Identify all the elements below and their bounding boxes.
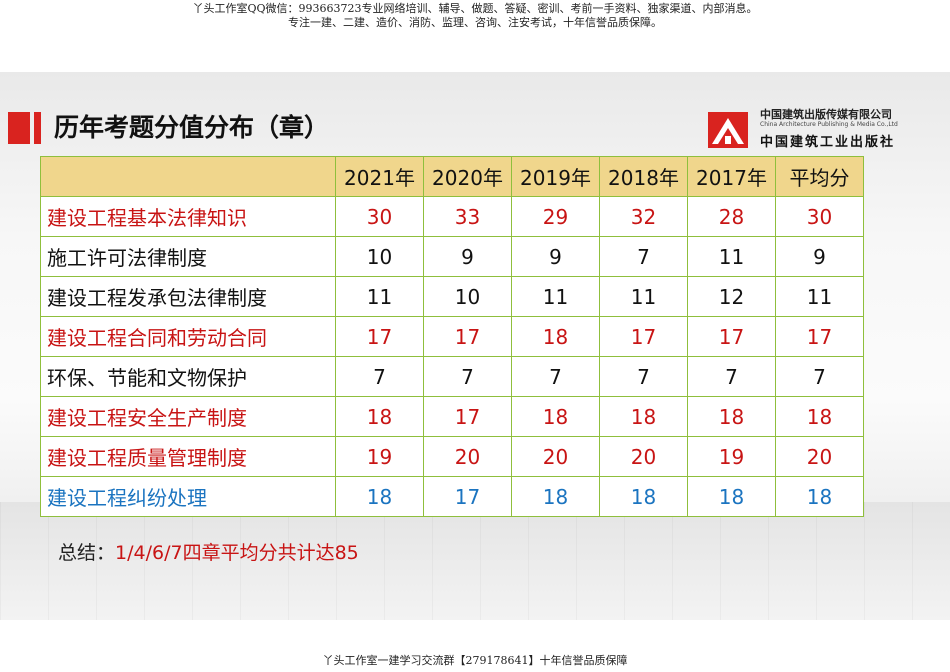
score-cell: 19: [335, 436, 424, 477]
score-cell: 7: [511, 356, 600, 397]
score-cell: 7: [599, 356, 688, 397]
score-cell: 11: [687, 236, 776, 277]
score-cell: 17: [423, 316, 512, 357]
score-cell: 18: [599, 396, 688, 437]
score-cell: 7: [423, 356, 512, 397]
score-cell: 9: [511, 236, 600, 277]
header-note-line1: 丫头工作室QQ微信：993663723专业网络培训、辅导、做题、答疑、密训、考前…: [192, 2, 758, 15]
logo-press-name: 中国建筑工业出版社: [760, 135, 896, 150]
score-cell: 30: [335, 196, 424, 237]
score-table: 2021年 2020年 2019年 2018年 2017年 平均分 建设工程基本…: [40, 156, 864, 517]
logo-company-en: China Architecture Publishing & Media Co…: [760, 121, 898, 128]
score-cell: 10: [423, 276, 512, 317]
row-chapter-name: 建设工程纠纷处理: [40, 476, 336, 517]
header-note-line2: 专注一建、二建、造价、消防、监理、咨询、注安考试，十年信誉品质保障。: [288, 16, 662, 29]
summary-text: 1/4/6/7四章平均分共计达85: [115, 542, 359, 564]
table-header-row: 2021年 2020年 2019年 2018年 2017年 平均分: [40, 156, 864, 197]
row-chapter-name: 建设工程质量管理制度: [40, 436, 336, 477]
publisher-logo-icon: [708, 112, 748, 148]
floor-background: [0, 502, 950, 620]
header-2019: 2019年: [511, 156, 600, 197]
table-row: 建设工程质量管理制度 19 20 20 20 19 20: [40, 436, 864, 477]
title-accent-bar: [34, 112, 41, 144]
score-cell: 12: [687, 276, 776, 317]
score-cell: 18: [687, 476, 776, 517]
title-accent-block: [8, 112, 30, 144]
header-corner: [40, 156, 336, 197]
score-cell: 30: [775, 196, 864, 237]
score-cell: 17: [599, 316, 688, 357]
table-row: 建设工程纠纷处理 18 17 18 18 18 18: [40, 476, 864, 517]
summary: 总结：1/4/6/7四章平均分共计达85: [58, 538, 359, 565]
score-cell: 18: [599, 476, 688, 517]
row-chapter-name: 施工许可法律制度: [40, 236, 336, 277]
score-cell: 7: [335, 356, 424, 397]
score-cell: 33: [423, 196, 512, 237]
publisher-logo: 中国建筑出版传媒有限公司 China Architecture Publishi…: [706, 106, 916, 156]
header-note: 丫头工作室QQ微信：993663723专业网络培训、辅导、做题、答疑、密训、考前…: [0, 2, 950, 30]
score-cell: 18: [511, 396, 600, 437]
summary-label: 总结：: [58, 542, 116, 564]
row-chapter-name: 建设工程发承包法律制度: [40, 276, 336, 317]
table-row: 施工许可法律制度 10 9 9 7 11 9: [40, 236, 864, 277]
score-cell: 18: [335, 476, 424, 517]
table-row: 建设工程发承包法律制度 11 10 11 11 12 11: [40, 276, 864, 317]
score-cell: 18: [775, 396, 864, 437]
score-cell: 18: [511, 476, 600, 517]
score-cell: 11: [335, 276, 424, 317]
footer-note: 丫头工作室一建学习交流群【279178641】十年信誉品质保障: [322, 654, 628, 667]
row-chapter-name: 建设工程基本法律知识: [40, 196, 336, 237]
score-cell: 7: [687, 356, 776, 397]
score-cell: 18: [511, 316, 600, 357]
score-cell: 11: [511, 276, 600, 317]
table-row: 建设工程基本法律知识 30 33 29 32 28 30: [40, 196, 864, 237]
slide-title: 历年考题分值分布（章）: [54, 113, 330, 142]
score-cell: 9: [423, 236, 512, 277]
score-cell: 20: [775, 436, 864, 477]
score-cell: 9: [775, 236, 864, 277]
row-chapter-name: 建设工程安全生产制度: [40, 396, 336, 437]
score-cell: 20: [599, 436, 688, 477]
score-cell: 7: [599, 236, 688, 277]
logo-company-cn: 中国建筑出版传媒有限公司: [760, 108, 892, 121]
score-cell: 19: [687, 436, 776, 477]
score-cell: 20: [423, 436, 512, 477]
slide: 历年考题分值分布（章） 中国建筑出版传媒有限公司 China Architect…: [0, 72, 950, 620]
score-cell: 18: [775, 476, 864, 517]
score-cell: 18: [335, 396, 424, 437]
header-average: 平均分: [775, 156, 864, 197]
table-row: 建设工程合同和劳动合同 17 17 18 17 17 17: [40, 316, 864, 357]
score-cell: 28: [687, 196, 776, 237]
header-2020: 2020年: [423, 156, 512, 197]
score-cell: 17: [687, 316, 776, 357]
score-cell: 20: [511, 436, 600, 477]
row-chapter-name: 建设工程合同和劳动合同: [40, 316, 336, 357]
score-cell: 10: [335, 236, 424, 277]
score-cell: 17: [335, 316, 424, 357]
score-cell: 18: [687, 396, 776, 437]
score-cell: 17: [775, 316, 864, 357]
header-2017: 2017年: [687, 156, 776, 197]
score-cell: 11: [599, 276, 688, 317]
score-cell: 17: [423, 396, 512, 437]
row-chapter-name: 环保、节能和文物保护: [40, 356, 336, 397]
score-cell: 11: [775, 276, 864, 317]
header-2021: 2021年: [335, 156, 424, 197]
score-cell: 32: [599, 196, 688, 237]
table-row: 环保、节能和文物保护 7 7 7 7 7 7: [40, 356, 864, 397]
score-cell: 17: [423, 476, 512, 517]
score-cell: 29: [511, 196, 600, 237]
header-2018: 2018年: [599, 156, 688, 197]
score-cell: 7: [775, 356, 864, 397]
table-row: 建设工程安全生产制度 18 17 18 18 18 18: [40, 396, 864, 437]
